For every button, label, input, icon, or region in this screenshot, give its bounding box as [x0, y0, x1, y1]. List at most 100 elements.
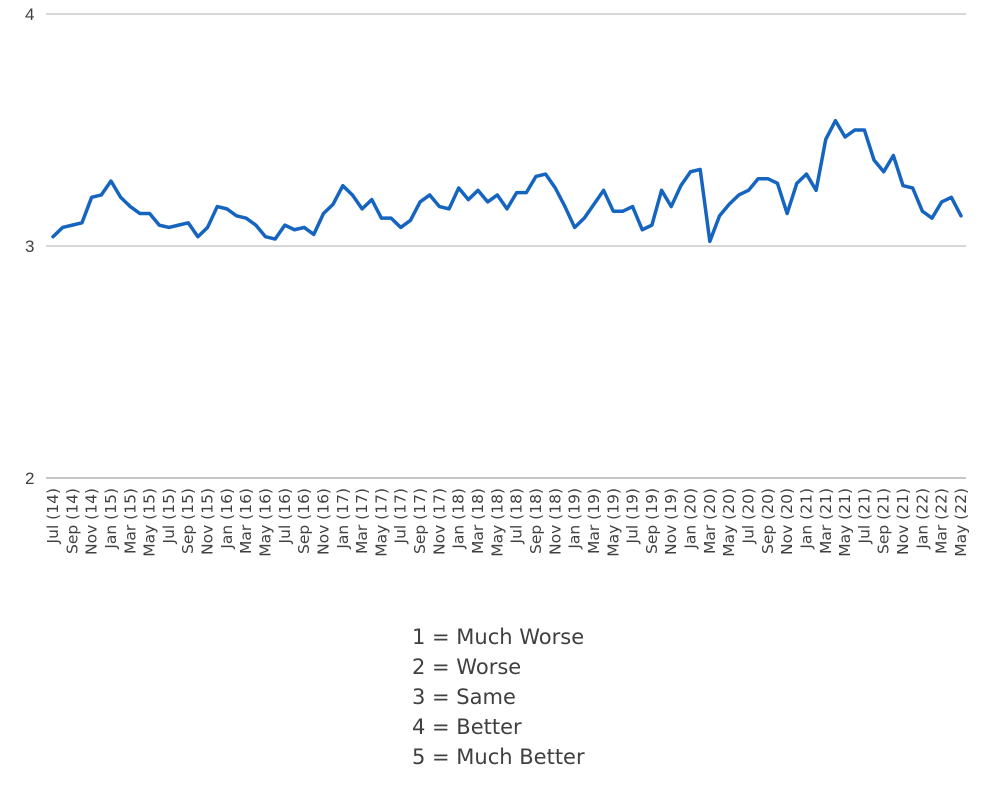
data-point — [283, 223, 287, 227]
data-point — [641, 228, 644, 231]
x-tick-label: Nov (16) — [314, 488, 332, 555]
x-tick-label: Nov (21) — [894, 488, 912, 555]
x-tick-label: Jul (18) — [508, 488, 526, 544]
x-tick-label: Mar (15) — [121, 488, 139, 554]
data-point — [51, 235, 55, 238]
data-point — [573, 226, 576, 229]
legend-item-same: 3 = Same — [412, 685, 516, 709]
legend-item-better: 4 = Better — [412, 715, 522, 739]
data-point — [196, 235, 200, 238]
data-point — [795, 182, 798, 185]
data-point — [737, 193, 741, 197]
data-point — [776, 182, 779, 185]
gridlines — [46, 13, 966, 479]
data-point — [138, 212, 142, 215]
data-point — [689, 170, 692, 173]
data-point — [882, 170, 885, 173]
data-point — [61, 226, 64, 229]
x-tick-label: Jan (21) — [797, 488, 815, 550]
legend-item-worse: 2 = Worse — [412, 655, 522, 679]
x-tick-label: Nov (19) — [662, 488, 680, 555]
data-point — [766, 177, 770, 180]
x-axis-tick-labels: Jul (14) Sep (14) Nov (14) Jan (15) Mar (15)… — [44, 488, 970, 557]
y-tick-label: 4 — [25, 5, 34, 24]
x-tick-label: May (22) — [952, 488, 970, 557]
x-tick-label: Jul (20) — [739, 488, 757, 544]
x-tick-label: Sep (17) — [411, 488, 429, 554]
data-point — [341, 184, 344, 187]
data-point — [80, 221, 84, 224]
data-point — [158, 223, 161, 227]
data-point — [824, 138, 827, 141]
x-tick-label: Jul (17) — [392, 488, 410, 544]
y-tick-label: 2 — [25, 469, 34, 488]
data-point — [650, 223, 654, 227]
data-point — [244, 216, 248, 220]
data-point — [109, 179, 113, 183]
data-point — [409, 219, 412, 222]
data-point — [901, 184, 905, 187]
x-tick-label: Mar (17) — [353, 488, 371, 554]
data-point — [129, 205, 132, 208]
data-point — [225, 207, 229, 211]
data-point — [727, 203, 731, 206]
data-point — [496, 193, 499, 197]
data-point — [911, 186, 914, 190]
x-tick-label: Sep (21) — [875, 488, 893, 554]
data-point — [476, 189, 480, 192]
x-tick-label: Sep (15) — [179, 488, 197, 554]
data-point — [235, 214, 238, 218]
data-point — [863, 128, 866, 132]
legend-item-much-better: 5 = Much Better — [412, 745, 585, 769]
data-point — [814, 189, 818, 192]
data-point — [264, 235, 267, 238]
x-tick-label: Jul (15) — [160, 488, 178, 544]
data-point — [525, 191, 528, 194]
x-tick-label: Jan (15) — [102, 488, 120, 550]
series-layer — [51, 118, 963, 244]
x-tick-label: Sep (19) — [643, 488, 661, 554]
x-tick-label: Nov (17) — [430, 488, 448, 555]
data-point — [872, 158, 876, 162]
data-point — [602, 189, 605, 192]
data-point — [293, 228, 296, 231]
data-point — [331, 203, 335, 206]
data-point — [843, 135, 847, 139]
data-point — [119, 196, 122, 199]
data-point — [785, 212, 789, 215]
data-point — [621, 210, 625, 213]
data-point — [428, 193, 431, 197]
x-tick-label: Mar (21) — [817, 488, 835, 554]
data-point — [930, 216, 934, 220]
x-tick-label: Jul (14) — [44, 488, 62, 544]
data-point — [679, 184, 683, 187]
data-point — [187, 221, 190, 224]
data-point — [273, 237, 277, 241]
data-point — [467, 198, 470, 201]
data-point — [312, 233, 316, 236]
data-point — [805, 172, 808, 176]
data-point — [399, 226, 402, 229]
x-tick-label: Sep (18) — [527, 488, 545, 554]
data-point — [834, 119, 837, 122]
data-point — [351, 193, 354, 197]
data-point — [950, 196, 953, 199]
x-tick-label: Jan (17) — [334, 488, 352, 550]
data-point — [544, 172, 547, 176]
x-tick-label: Mar (19) — [585, 488, 603, 554]
data-point — [631, 205, 634, 208]
data-point — [940, 200, 943, 204]
data-point — [148, 212, 151, 215]
data-point — [921, 210, 924, 213]
x-tick-label: Nov (14) — [83, 488, 101, 555]
data-point — [554, 186, 557, 190]
data-point — [438, 205, 441, 208]
x-tick-label: Jan (16) — [218, 488, 236, 550]
data-point — [457, 186, 460, 190]
x-tick-label: Mar (22) — [933, 488, 951, 554]
data-point — [100, 193, 103, 197]
legend-item-much-worse: 1 = Much Worse — [412, 625, 585, 649]
x-tick-label: Mar (18) — [469, 488, 487, 554]
data-point — [370, 198, 373, 201]
data-point — [718, 214, 721, 218]
